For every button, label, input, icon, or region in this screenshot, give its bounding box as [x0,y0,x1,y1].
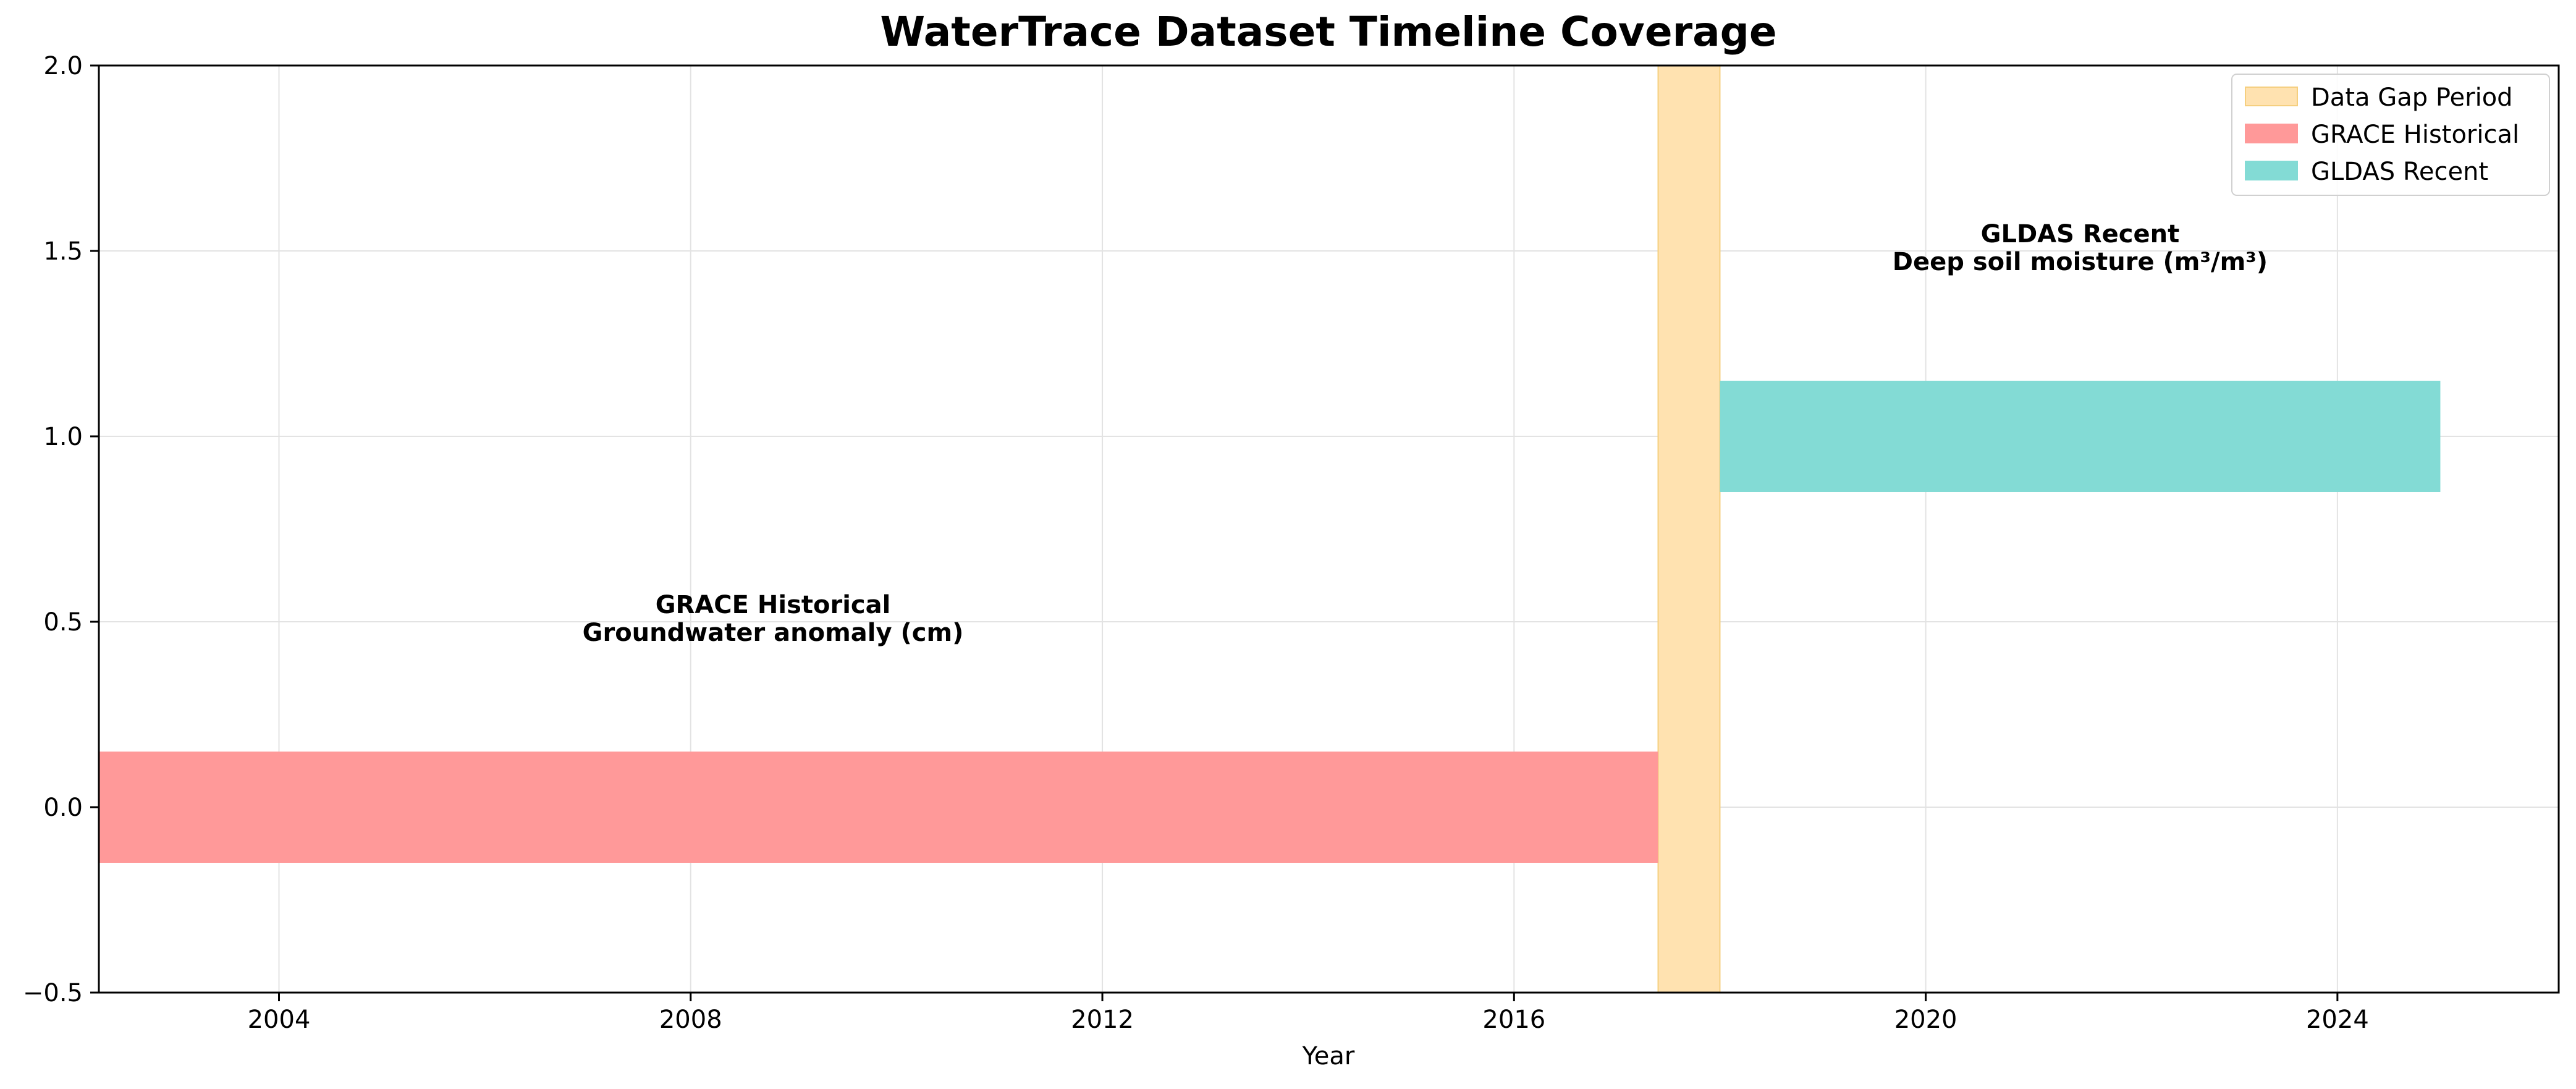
annotation-title: GLDAS Recent [1981,220,2180,248]
y-tick-label: 1.0 [43,423,83,451]
x-tick-label: 2008 [659,1006,722,1034]
legend-swatch [2245,87,2298,106]
legend-label: Data Gap Period [2311,83,2513,112]
x-tick-label: 2024 [2306,1006,2369,1034]
y-tick-label: 1.5 [43,237,83,266]
x-tick-label: 2020 [1894,1006,1957,1034]
legend-swatch [2245,161,2298,180]
y-tick-label: 2.0 [43,52,83,80]
axes-frame [98,64,2560,994]
y-tick-label: −0.5 [23,979,83,1007]
legend: Data Gap Period GRACE Historical GLDAS Rec… [2231,74,2550,196]
data-gap-span [1657,65,1721,993]
x-tick-label: 2016 [1482,1006,1545,1034]
chart-title: WaterTrace Dataset Timeline Coverage [880,8,1776,56]
timeline-bar-grace-historical [99,752,1658,863]
annotation-subtitle: Deep soil moisture (m³/m³) [1893,248,2268,276]
timeline-bar-gldas-recent [1720,381,2441,492]
legend-frame [2231,74,2550,196]
annotation-title: GRACE Historical [656,591,891,619]
y-tick-label: 0.5 [43,608,83,637]
legend-label: GRACE Historical [2311,121,2519,149]
x-tick-label: 2004 [248,1006,311,1034]
y-tick-label: 0.0 [43,794,83,822]
annotation-subtitle: Groundwater anomaly (cm) [583,619,964,647]
x-tick-label: 2012 [1071,1006,1134,1034]
legend-label: GLDAS Recent [2311,158,2488,186]
x-axis-label: Year [1302,1042,1355,1070]
legend-swatch [2245,124,2298,143]
